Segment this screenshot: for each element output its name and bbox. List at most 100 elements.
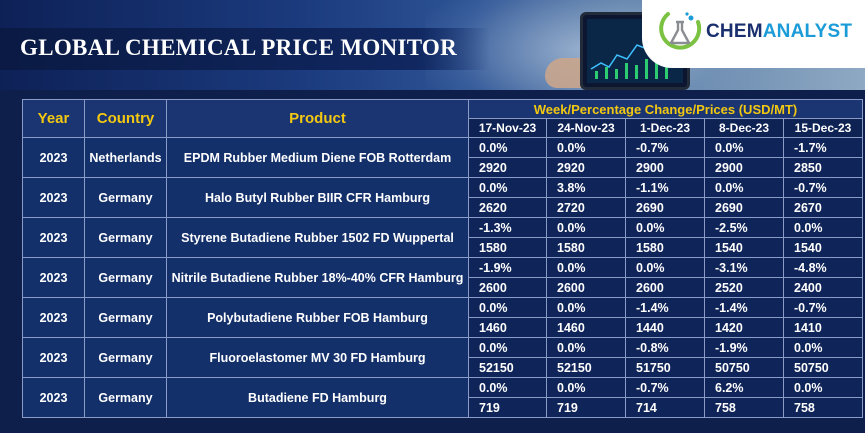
date-header: 15-Dec-23 (783, 118, 863, 138)
date-header: 8-Dec-23 (704, 118, 784, 138)
change-cell: 0.0% (546, 217, 626, 238)
product-cell: Butadiene FD Hamburg (166, 377, 469, 418)
table-row: 2023 Germany Styrene Butadiene Rubber 15… (22, 217, 863, 258)
country-cell: Germany (84, 177, 167, 218)
page-title: GLOBAL CHEMICAL PRICE MONITOR (20, 35, 458, 60)
price-cell: 2690 (625, 197, 705, 218)
price-cell: 2670 (783, 197, 863, 218)
date-header: 24-Nov-23 (546, 118, 626, 138)
country-cell: Germany (84, 297, 167, 338)
price-table-container: Year Country Product Week/Percentage Cha… (22, 99, 863, 433)
price-cell: 2690 (704, 197, 784, 218)
price-cell: 1460 (546, 317, 626, 338)
price-cell: 719 (468, 397, 547, 418)
price-cell: 52150 (468, 357, 547, 378)
price-cell: 1540 (783, 237, 863, 258)
price-cell: 758 (783, 397, 863, 418)
price-cell: 2400 (783, 277, 863, 298)
header-banner: GLOBAL CHEMICAL PRICE MONITOR CHEMANALYS… (0, 0, 865, 90)
price-cell: 2920 (468, 157, 547, 178)
change-cell: 0.0% (704, 137, 784, 158)
change-cell: 0.0% (468, 177, 547, 198)
table-row: 2620 2720 2690 2690 2670 (23, 197, 863, 218)
change-cell: -2.5% (704, 217, 784, 238)
change-cell: 0.0% (704, 177, 784, 198)
price-cell: 50750 (704, 357, 784, 378)
country-cell: Germany (84, 257, 167, 298)
flask-icon (659, 12, 702, 50)
price-cell: 2720 (546, 197, 626, 218)
price-cell: 1440 (625, 317, 705, 338)
table-row: 2600 2600 2600 2520 2400 (23, 277, 863, 298)
product-cell: EPDM Rubber Medium Diene FOB Rotterdam (166, 137, 469, 178)
change-cell: -3.1% (704, 257, 784, 278)
change-cell: 0.0% (783, 377, 863, 398)
change-cell: 0.0% (546, 297, 626, 318)
change-cell: 0.0% (546, 377, 626, 398)
change-cell: 0.0% (468, 337, 547, 358)
change-cell: 0.0% (546, 337, 626, 358)
change-cell: 6.2% (704, 377, 784, 398)
change-cell: -0.7% (783, 177, 863, 198)
change-cell: -0.8% (625, 337, 705, 358)
change-cell: -4.8% (783, 257, 863, 278)
price-cell: 1460 (468, 317, 547, 338)
year-cell: 2023 (22, 337, 85, 378)
price-cell: 2520 (704, 277, 784, 298)
year-cell: 2023 (22, 297, 85, 338)
price-cell: 2900 (625, 157, 705, 178)
price-cell: 2850 (783, 157, 863, 178)
price-cell: 2600 (468, 277, 547, 298)
change-cell: -1.9% (468, 257, 547, 278)
country-cell: Germany (84, 337, 167, 378)
year-cell: 2023 (22, 137, 85, 178)
price-group-header: Week/Percentage Change/Prices (USD/MT) (468, 99, 863, 119)
price-cell: 2920 (546, 157, 626, 178)
price-cell: 714 (625, 397, 705, 418)
price-cell: 2600 (546, 277, 626, 298)
brand-wordmark-analyst: ANALYST (762, 21, 853, 42)
date-header: 17-Nov-23 (468, 118, 547, 138)
change-cell: -1.7% (783, 137, 863, 158)
change-cell: 0.0% (468, 137, 547, 158)
change-cell: 0.0% (468, 377, 547, 398)
table-row: 2023 Germany Polybutadiene Rubber FOB Ha… (22, 297, 863, 338)
price-cell: 52150 (546, 357, 626, 378)
year-cell: 2023 (22, 257, 85, 298)
change-cell: 0.0% (468, 297, 547, 318)
product-cell: Halo Butyl Rubber BIIR CFR Hamburg (166, 177, 469, 218)
year-column-header: Year (22, 99, 85, 138)
change-cell: 0.0% (783, 217, 863, 238)
change-cell: -0.7% (625, 137, 705, 158)
brand-wordmark: CHEMANALYST (706, 21, 852, 43)
change-cell: 0.0% (546, 137, 626, 158)
change-cell: 3.8% (546, 177, 626, 198)
price-cell: 1580 (468, 237, 547, 258)
change-cell: 0.0% (625, 217, 705, 238)
price-cell: 1580 (546, 237, 626, 258)
price-cell: 2600 (625, 277, 705, 298)
price-table: Year Country Product Week/Percentage Cha… (22, 99, 863, 418)
country-cell: Germany (84, 217, 167, 258)
table-row: 2023 Germany Butadiene FD Hamburg 0.0% 0… (22, 377, 863, 418)
year-cell: 2023 (22, 217, 85, 258)
table-row: 1580 1580 1580 1540 1540 (23, 237, 863, 258)
price-cell: 719 (546, 397, 626, 418)
table-row: 2023 Netherlands EPDM Rubber Medium Dien… (22, 137, 863, 178)
title-strip (0, 28, 490, 70)
table-row: 52150 52150 51750 50750 50750 (23, 357, 863, 378)
country-column-header: Country (84, 99, 167, 138)
change-cell: 0.0% (783, 337, 863, 358)
table-row: 2023 Germany Halo Butyl Rubber BIIR CFR … (22, 177, 863, 218)
product-column-header: Product (166, 99, 469, 138)
change-cell: -1.4% (625, 297, 705, 318)
product-cell: Nitrile Butadiene Rubber 18%-40% CFR Ham… (166, 257, 469, 298)
country-cell: Germany (84, 377, 167, 418)
change-cell: -1.3% (468, 217, 547, 238)
product-cell: Polybutadiene Rubber FOB Hamburg (166, 297, 469, 338)
change-cell: -1.1% (625, 177, 705, 198)
country-cell: Netherlands (84, 137, 167, 178)
table-row: 2023 Germany Nitrile Butadiene Rubber 18… (22, 257, 863, 298)
table-row: 719 719 714 758 758 (23, 397, 863, 418)
brand-logo: CHEMANALYST (642, 0, 865, 68)
